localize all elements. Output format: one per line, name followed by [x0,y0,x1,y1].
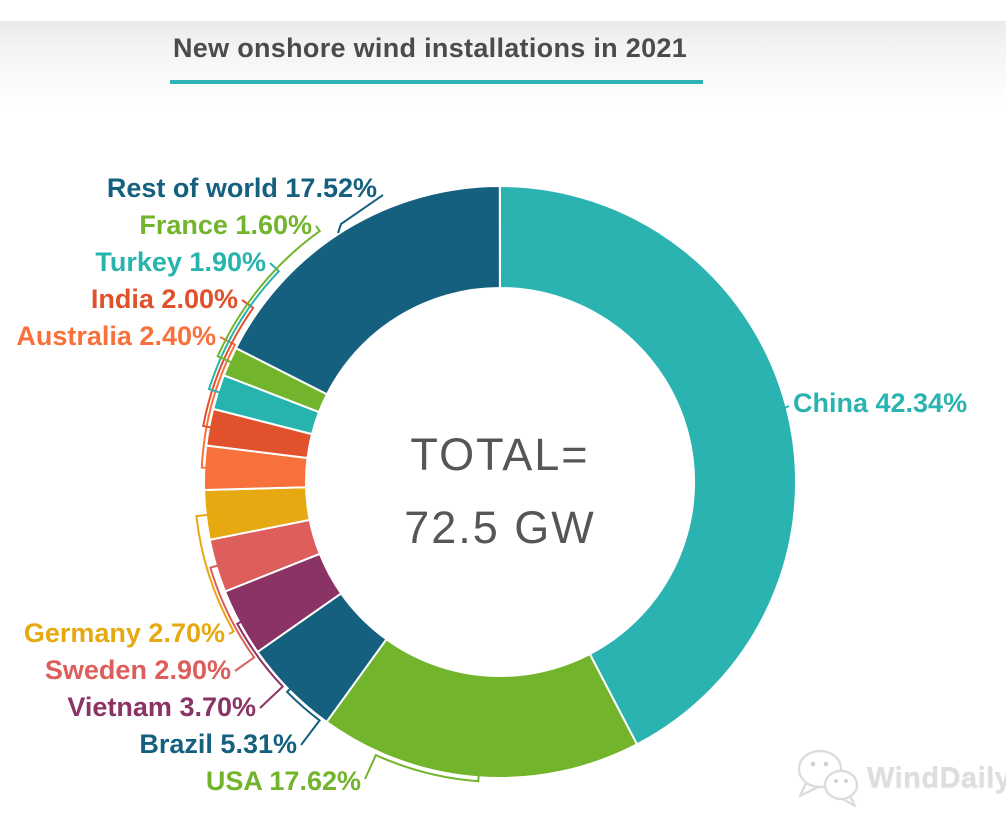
slice-rest-of-world [234,184,501,396]
leader-line-australia [200,336,237,470]
leader-line-germany [195,513,235,635]
leader-lines [195,194,790,783]
leader-line-turkey [207,262,281,396]
donut-slices [203,184,797,780]
wechat-icon [797,749,859,808]
center-label-line1: TOTAL= [410,429,590,480]
donut-center-label: TOTAL= 72.5 GW [320,418,680,564]
watermark-text: WindDaily [867,761,1006,794]
title-underline [170,80,703,84]
leader-line-usa [364,753,481,783]
leader-line-china [756,405,790,421]
center-label-line2: 72.5 GW [404,502,596,553]
top-gradient-band [0,21,1006,111]
leader-line-india [202,299,255,430]
leader-line-rest-of-world [337,194,384,234]
watermark: WindDaily [793,746,1006,810]
leader-line-brazil [285,682,322,746]
leader-line-france [216,225,322,367]
slice-usa [325,637,639,780]
page-title: New onshore wind installations in 2021 [173,33,688,63]
slice-china [499,184,797,746]
leader-line-sweden [209,562,256,672]
leader-line-vietnam [235,617,285,709]
